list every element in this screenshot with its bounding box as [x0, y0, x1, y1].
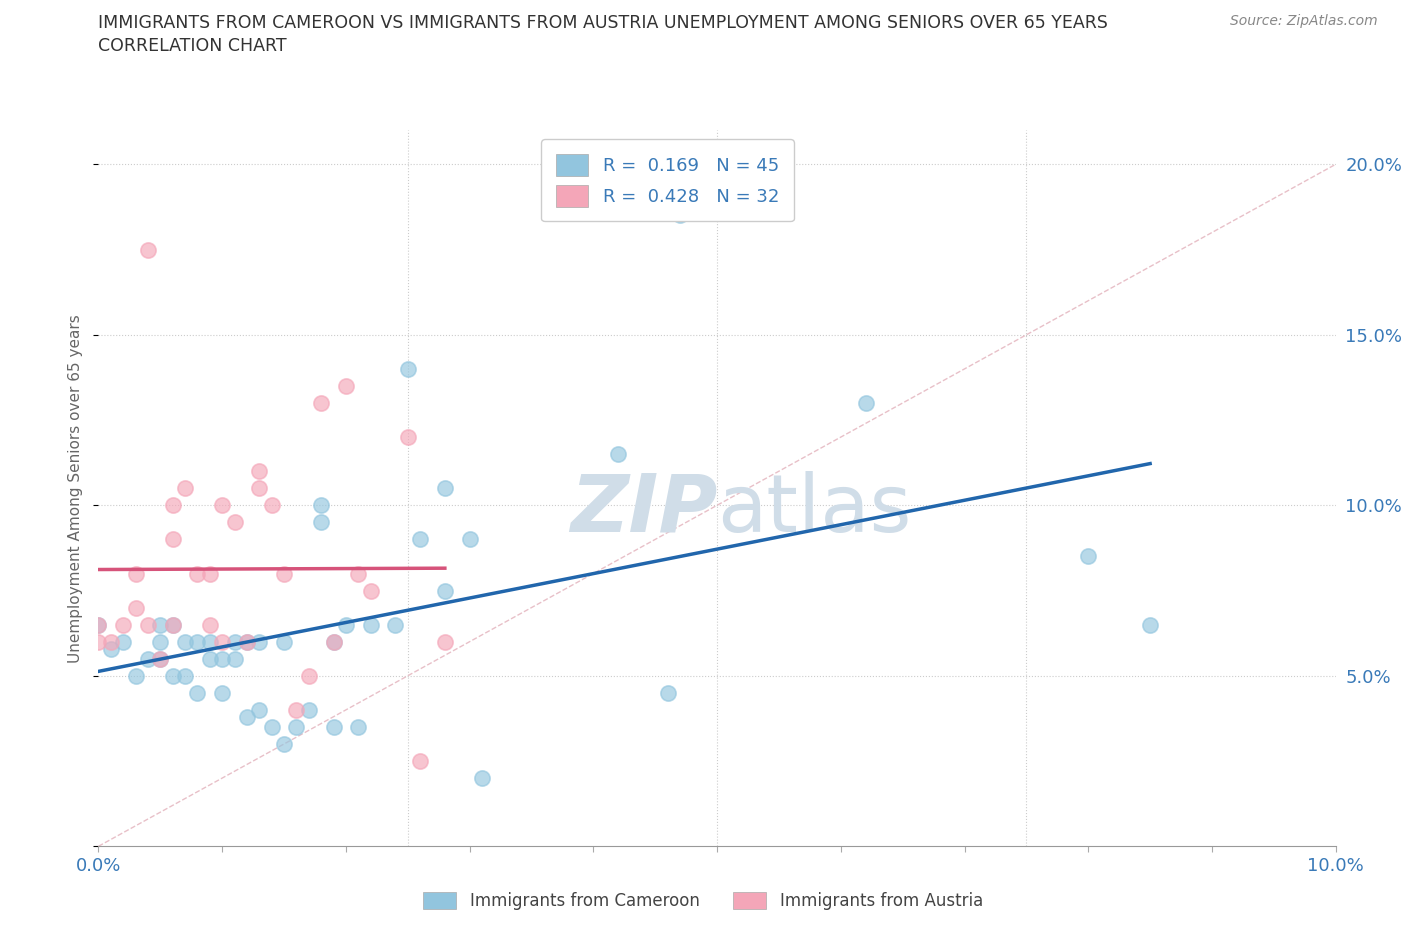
Point — [149, 651, 172, 666]
Point — [236, 710, 259, 724]
Point — [260, 720, 283, 735]
Point — [285, 702, 308, 717]
Point — [136, 242, 159, 257]
Y-axis label: Unemployment Among Seniors over 65 years: Unemployment Among Seniors over 65 years — [67, 314, 83, 663]
Point — [285, 720, 308, 735]
Point — [100, 634, 122, 649]
Text: IMMIGRANTS FROM CAMEROON VS IMMIGRANTS FROM AUSTRIA UNEMPLOYMENT AMONG SENIORS O: IMMIGRANTS FROM CAMEROON VS IMMIGRANTS F… — [98, 14, 1108, 32]
Point — [247, 702, 270, 717]
Point — [136, 618, 159, 632]
Text: Source: ZipAtlas.com: Source: ZipAtlas.com — [1230, 14, 1378, 28]
Point — [322, 634, 344, 649]
Point — [607, 446, 630, 461]
Text: ZIP: ZIP — [569, 471, 717, 549]
Point — [409, 753, 432, 768]
Point — [186, 634, 208, 649]
Point — [198, 618, 221, 632]
Point — [224, 515, 246, 530]
Point — [149, 651, 172, 666]
Point — [433, 583, 456, 598]
Legend: Immigrants from Cameroon, Immigrants from Austria: Immigrants from Cameroon, Immigrants fro… — [416, 885, 990, 917]
Point — [396, 430, 419, 445]
Point — [100, 641, 122, 656]
Point — [149, 618, 172, 632]
Point — [162, 618, 184, 632]
Point — [433, 634, 456, 649]
Point — [458, 532, 481, 547]
Point — [309, 515, 332, 530]
Point — [112, 618, 135, 632]
Point — [112, 634, 135, 649]
Point — [396, 362, 419, 377]
Text: CORRELATION CHART: CORRELATION CHART — [98, 37, 287, 55]
Point — [174, 634, 197, 649]
Point — [657, 685, 679, 700]
Point — [273, 737, 295, 751]
Point — [1077, 549, 1099, 564]
Point — [360, 583, 382, 598]
Point — [669, 208, 692, 223]
Point — [1139, 618, 1161, 632]
Point — [322, 720, 344, 735]
Point — [174, 669, 197, 684]
Point — [211, 685, 233, 700]
Point — [186, 566, 208, 581]
Point — [298, 669, 321, 684]
Point — [236, 634, 259, 649]
Point — [360, 618, 382, 632]
Point — [322, 634, 344, 649]
Point — [347, 720, 370, 735]
Point — [87, 618, 110, 632]
Point — [236, 634, 259, 649]
Point — [260, 498, 283, 512]
Point — [298, 702, 321, 717]
Text: atlas: atlas — [717, 471, 911, 549]
Point — [162, 498, 184, 512]
Point — [198, 651, 221, 666]
Point — [433, 481, 456, 496]
Point — [162, 618, 184, 632]
Point — [124, 600, 146, 615]
Point — [273, 634, 295, 649]
Point — [87, 634, 110, 649]
Point — [124, 669, 146, 684]
Point — [224, 634, 246, 649]
Point — [224, 651, 246, 666]
Point — [309, 395, 332, 410]
Point — [855, 395, 877, 410]
Point — [384, 618, 406, 632]
Point — [162, 669, 184, 684]
Point — [198, 566, 221, 581]
Point — [162, 532, 184, 547]
Point — [136, 651, 159, 666]
Point — [186, 685, 208, 700]
Point — [273, 566, 295, 581]
Point — [149, 634, 172, 649]
Point — [174, 481, 197, 496]
Point — [211, 634, 233, 649]
Point — [335, 618, 357, 632]
Point — [409, 532, 432, 547]
Point — [247, 464, 270, 479]
Point — [198, 634, 221, 649]
Point — [247, 481, 270, 496]
Legend: R =  0.169   N = 45, R =  0.428   N = 32: R = 0.169 N = 45, R = 0.428 N = 32 — [541, 140, 793, 221]
Point — [247, 634, 270, 649]
Point — [309, 498, 332, 512]
Point — [124, 566, 146, 581]
Point — [335, 379, 357, 393]
Point — [87, 618, 110, 632]
Point — [471, 771, 494, 786]
Point — [211, 651, 233, 666]
Point — [211, 498, 233, 512]
Point — [347, 566, 370, 581]
